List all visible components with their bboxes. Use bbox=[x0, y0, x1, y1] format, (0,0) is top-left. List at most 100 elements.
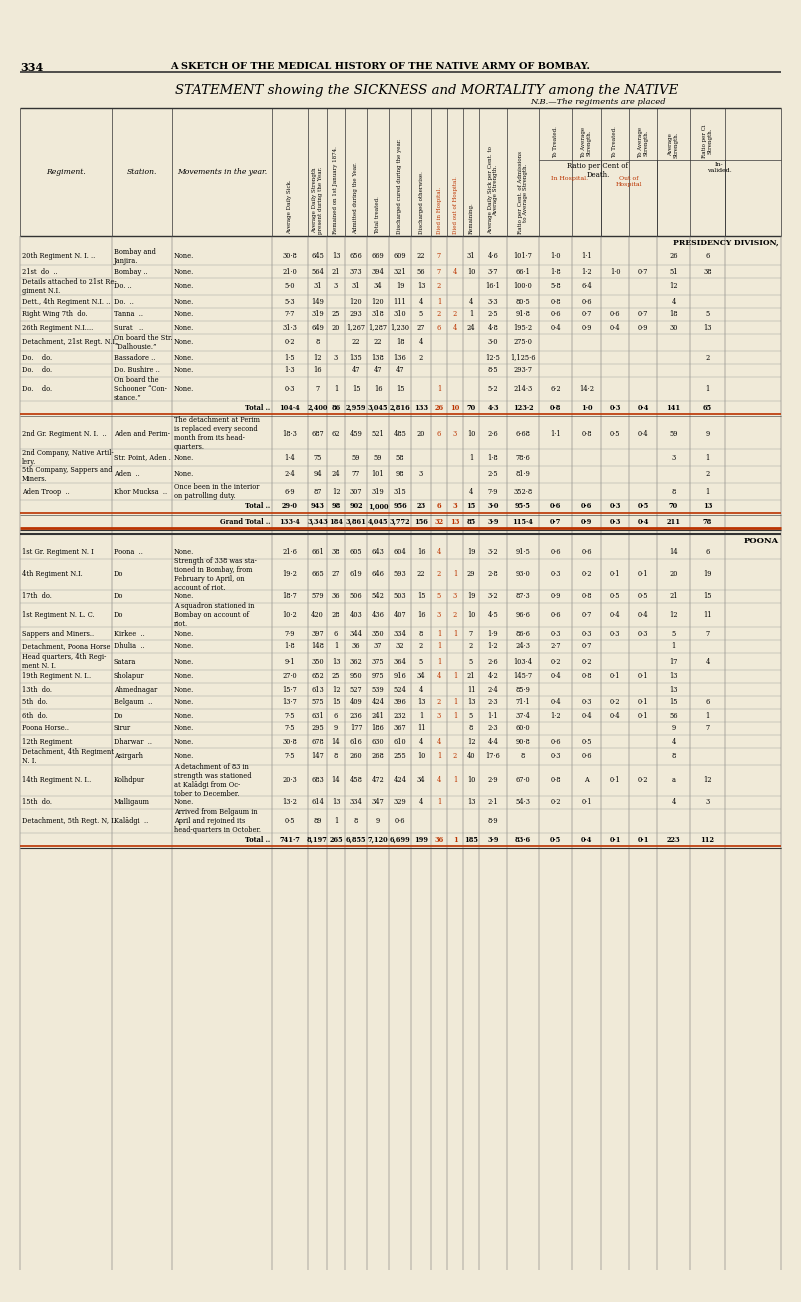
Text: Details attached to 21st Re-
giment N.I.: Details attached to 21st Re- giment N.I. bbox=[22, 277, 117, 296]
Text: 10: 10 bbox=[467, 430, 475, 437]
Text: 13: 13 bbox=[670, 685, 678, 694]
Text: 185: 185 bbox=[464, 836, 478, 844]
Text: 7,120: 7,120 bbox=[368, 836, 388, 844]
Text: 4: 4 bbox=[437, 548, 441, 556]
Text: 21: 21 bbox=[332, 267, 340, 276]
Text: 6: 6 bbox=[706, 548, 710, 556]
Text: 321: 321 bbox=[393, 267, 406, 276]
Text: 4·4: 4·4 bbox=[488, 737, 498, 746]
Text: 260: 260 bbox=[350, 753, 362, 760]
Text: 1·9: 1·9 bbox=[488, 629, 498, 638]
Text: 362: 362 bbox=[349, 658, 362, 665]
Text: 3·9: 3·9 bbox=[487, 836, 499, 844]
Text: 8: 8 bbox=[671, 487, 675, 496]
Text: 7·5: 7·5 bbox=[284, 711, 296, 720]
Text: 0·1: 0·1 bbox=[638, 570, 648, 578]
Text: Once been in the interior
on patrolling duty.: Once been in the interior on patrolling … bbox=[174, 483, 260, 500]
Text: 13: 13 bbox=[450, 517, 460, 526]
Text: 47: 47 bbox=[374, 366, 382, 375]
Text: 13: 13 bbox=[332, 798, 340, 806]
Text: 100·0: 100·0 bbox=[513, 283, 533, 290]
Text: 12th Regiment: 12th Regiment bbox=[22, 737, 72, 746]
Text: 1: 1 bbox=[469, 310, 473, 319]
Text: 83·6: 83·6 bbox=[515, 836, 531, 844]
Text: 1: 1 bbox=[437, 798, 441, 806]
Text: 120: 120 bbox=[350, 297, 362, 306]
Text: 59: 59 bbox=[352, 453, 360, 461]
Text: 6: 6 bbox=[706, 698, 710, 707]
Text: 4: 4 bbox=[419, 339, 423, 346]
Text: Detachment, 5th Regt. N, I.: Detachment, 5th Regt. N, I. bbox=[22, 816, 116, 825]
Text: None.: None. bbox=[174, 310, 195, 319]
Text: 1: 1 bbox=[706, 487, 710, 496]
Text: 645: 645 bbox=[311, 253, 324, 260]
Text: 0·3: 0·3 bbox=[582, 629, 592, 638]
Text: 0·4: 0·4 bbox=[638, 517, 649, 526]
Text: 3,772: 3,772 bbox=[390, 517, 410, 526]
Text: In-
valided.: In- valided. bbox=[706, 161, 731, 173]
Text: 78·6: 78·6 bbox=[516, 453, 530, 461]
Text: 2·7: 2·7 bbox=[550, 642, 561, 651]
Text: 609: 609 bbox=[393, 253, 406, 260]
Text: 1st Regiment N. L. C.: 1st Regiment N. L. C. bbox=[22, 611, 95, 618]
Text: 11: 11 bbox=[467, 685, 475, 694]
Text: Kalādgi  ..: Kalādgi .. bbox=[114, 816, 148, 825]
Text: Bombay ..: Bombay .. bbox=[114, 267, 147, 276]
Text: 236: 236 bbox=[349, 711, 362, 720]
Text: None.: None. bbox=[174, 711, 195, 720]
Text: Average Daily Sick per Cent. to
Average Strength.: Average Daily Sick per Cent. to Average … bbox=[488, 146, 498, 234]
Text: PRESIDENCY DIVISION,: PRESIDENCY DIVISION, bbox=[674, 240, 779, 247]
Text: Right Wing 7th  do.: Right Wing 7th do. bbox=[22, 310, 87, 319]
Text: 350: 350 bbox=[372, 629, 384, 638]
Text: 14: 14 bbox=[332, 776, 340, 785]
Text: 135: 135 bbox=[349, 354, 362, 362]
Text: 0·4: 0·4 bbox=[550, 673, 561, 681]
Text: Str. Point, Aden .: Str. Point, Aden . bbox=[114, 453, 171, 461]
Text: 485: 485 bbox=[393, 430, 406, 437]
Text: 6: 6 bbox=[437, 323, 441, 332]
Text: 3·7: 3·7 bbox=[488, 267, 498, 276]
Text: 31: 31 bbox=[313, 283, 322, 290]
Text: 12: 12 bbox=[670, 611, 678, 618]
Text: 1·0: 1·0 bbox=[610, 267, 620, 276]
Text: 646: 646 bbox=[372, 570, 384, 578]
Text: 30·8: 30·8 bbox=[283, 737, 297, 746]
Text: 23: 23 bbox=[417, 503, 425, 510]
Text: 687: 687 bbox=[311, 430, 324, 437]
Text: 334: 334 bbox=[349, 798, 362, 806]
Text: 420: 420 bbox=[311, 611, 324, 618]
Text: 34: 34 bbox=[417, 776, 425, 785]
Text: Satara: Satara bbox=[114, 658, 136, 665]
Text: 15: 15 bbox=[670, 698, 678, 707]
Text: 1: 1 bbox=[334, 642, 338, 651]
Text: 0·4: 0·4 bbox=[550, 698, 561, 707]
Text: 9: 9 bbox=[376, 816, 380, 825]
Text: 396: 396 bbox=[393, 698, 406, 707]
Text: 120: 120 bbox=[372, 297, 384, 306]
Text: 19·2: 19·2 bbox=[283, 570, 297, 578]
Text: 6,855: 6,855 bbox=[346, 836, 366, 844]
Text: Do: Do bbox=[114, 592, 123, 600]
Text: 407: 407 bbox=[393, 611, 406, 618]
Text: 87·3: 87·3 bbox=[516, 592, 530, 600]
Text: 0·7: 0·7 bbox=[638, 267, 648, 276]
Text: 2: 2 bbox=[437, 698, 441, 707]
Text: 28: 28 bbox=[332, 611, 340, 618]
Text: 683: 683 bbox=[311, 776, 324, 785]
Text: 0·7: 0·7 bbox=[582, 611, 592, 618]
Text: 0·6: 0·6 bbox=[550, 310, 561, 319]
Text: 0·2: 0·2 bbox=[582, 570, 592, 578]
Text: 3: 3 bbox=[671, 453, 675, 461]
Text: 1: 1 bbox=[453, 698, 457, 707]
Text: 16: 16 bbox=[313, 366, 322, 375]
Text: A SKETCH OF THE MEDICAL HISTORY OF THE NATIVE ARMY OF BOMBAY.: A SKETCH OF THE MEDICAL HISTORY OF THE N… bbox=[170, 62, 590, 72]
Text: 111: 111 bbox=[393, 297, 406, 306]
Text: 2: 2 bbox=[453, 611, 457, 618]
Text: 459: 459 bbox=[349, 430, 362, 437]
Text: 0·9: 0·9 bbox=[581, 517, 592, 526]
Text: 20·3: 20·3 bbox=[283, 776, 297, 785]
Text: Admitted during the Year.: Admitted during the Year. bbox=[353, 163, 359, 234]
Text: 11: 11 bbox=[417, 724, 425, 733]
Text: 4·3: 4·3 bbox=[487, 404, 499, 411]
Text: 19: 19 bbox=[396, 283, 405, 290]
